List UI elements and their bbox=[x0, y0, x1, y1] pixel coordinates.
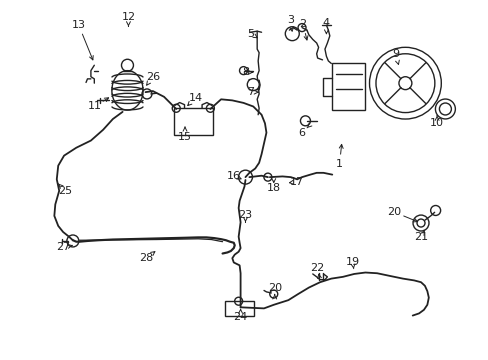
Circle shape bbox=[247, 78, 259, 91]
Text: 14: 14 bbox=[188, 93, 203, 103]
Text: 15: 15 bbox=[178, 132, 192, 142]
Text: 25: 25 bbox=[58, 186, 72, 196]
Text: 8: 8 bbox=[242, 67, 248, 77]
Text: 22: 22 bbox=[310, 263, 324, 273]
Text: 3: 3 bbox=[287, 15, 294, 26]
Text: 12: 12 bbox=[121, 12, 135, 22]
Text: 20: 20 bbox=[267, 283, 281, 293]
Text: 19: 19 bbox=[345, 257, 359, 267]
Text: 28: 28 bbox=[139, 253, 153, 263]
Bar bbox=[331, 63, 365, 110]
Text: 5: 5 bbox=[247, 29, 254, 39]
Text: 4: 4 bbox=[322, 18, 329, 28]
Text: 24: 24 bbox=[233, 312, 247, 322]
Text: 16: 16 bbox=[226, 171, 240, 181]
Text: 17: 17 bbox=[289, 177, 304, 187]
Text: 2: 2 bbox=[299, 19, 306, 29]
Text: 1: 1 bbox=[335, 159, 343, 169]
Text: 18: 18 bbox=[266, 183, 280, 193]
Text: 9: 9 bbox=[391, 49, 398, 59]
Text: 13: 13 bbox=[72, 20, 85, 30]
Text: 20: 20 bbox=[387, 207, 401, 217]
Text: 7: 7 bbox=[247, 87, 254, 97]
Text: 23: 23 bbox=[238, 210, 252, 220]
Bar bbox=[173, 108, 212, 135]
Text: 11: 11 bbox=[88, 102, 102, 112]
Text: 26: 26 bbox=[145, 72, 160, 82]
Text: 10: 10 bbox=[429, 118, 443, 128]
Text: 6: 6 bbox=[298, 128, 305, 138]
Text: 21: 21 bbox=[413, 232, 427, 242]
Text: 27: 27 bbox=[56, 242, 70, 252]
Bar bbox=[224, 301, 254, 316]
